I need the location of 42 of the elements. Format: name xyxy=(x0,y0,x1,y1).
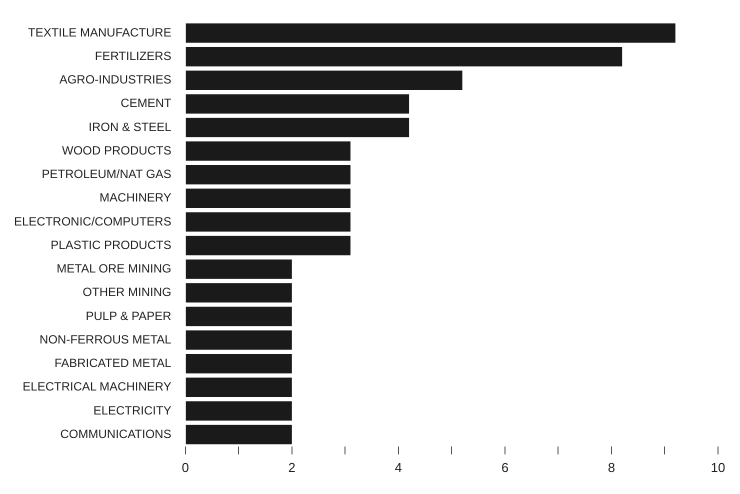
y-tick-label: METAL ORE MINING xyxy=(56,262,172,276)
bar xyxy=(186,23,676,43)
bar xyxy=(186,236,350,256)
y-tick-label: FERTILIZERS xyxy=(94,48,172,63)
y-tick-label: IRON & STEEL xyxy=(88,120,172,134)
bar xyxy=(186,354,292,374)
y-tick-label: COMMUNICATIONS xyxy=(60,426,172,441)
bar xyxy=(186,401,292,421)
bar xyxy=(186,46,622,66)
y-tick-label: TEXTILE MANUFACTURE xyxy=(28,25,172,40)
x-tick-label: 6 xyxy=(501,460,509,475)
bar xyxy=(186,118,410,138)
y-tick-label: CEMENT xyxy=(120,96,172,110)
x-tick-label: 8 xyxy=(608,460,616,475)
y-tick-label: WOOD PRODUCTS xyxy=(62,143,172,158)
y-tick-label: ELECTRICITY xyxy=(93,403,172,418)
y-tick-label: ELECTRICAL MACHINERY xyxy=(22,380,172,394)
bar xyxy=(186,330,292,350)
y-tick-label: PLASTIC PRODUCTS xyxy=(50,238,172,252)
y-tick-label: AGRO-INDUSTRIES xyxy=(59,72,172,87)
bar xyxy=(186,212,350,232)
y-tick-label: OTHER MINING xyxy=(82,285,172,300)
x-tick-label: 10 xyxy=(710,460,726,475)
bar xyxy=(186,188,350,208)
bar xyxy=(186,306,292,326)
y-tick-label: MACHINERY xyxy=(100,190,172,205)
bar xyxy=(186,165,350,184)
y-tick-label: NON-FERROUS METAL xyxy=(40,332,172,346)
bar xyxy=(186,141,350,161)
bar xyxy=(186,424,292,444)
y-tick-label: ELECTRONIC/COMPUTERS xyxy=(14,214,172,228)
bar xyxy=(186,378,292,398)
bar xyxy=(186,260,292,279)
y-tick-label: FABRICATED METAL xyxy=(54,356,172,370)
bar xyxy=(186,283,292,303)
y-tick-label: PULP & PAPER xyxy=(86,308,172,323)
x-tick-label: 0 xyxy=(182,460,189,475)
bar xyxy=(186,94,410,114)
x-tick-label: 4 xyxy=(394,460,402,475)
bar xyxy=(186,70,462,90)
y-tick-label: PETROLEUM/NAT GAS xyxy=(42,167,172,182)
x-tick-label: 2 xyxy=(288,460,296,475)
